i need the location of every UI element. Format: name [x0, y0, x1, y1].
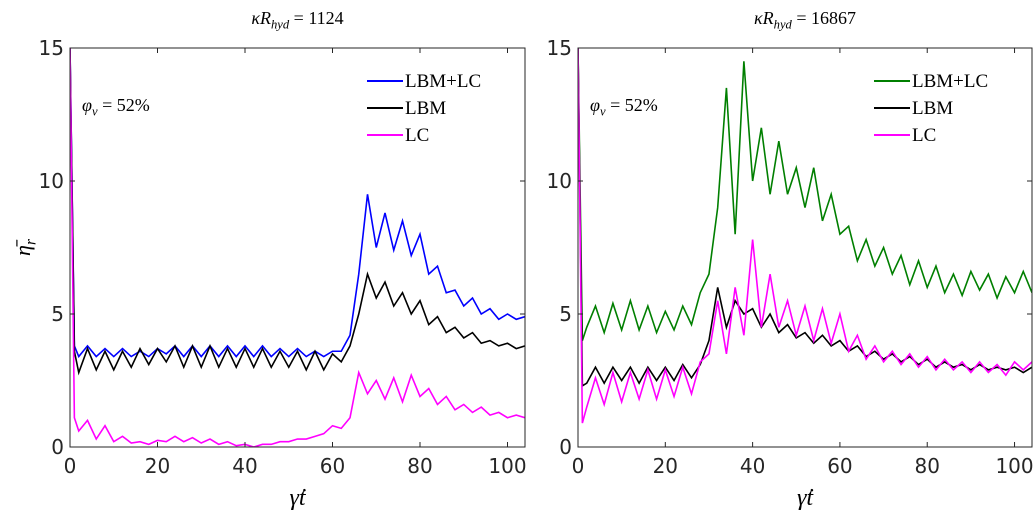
axes-box: [577, 47, 1033, 448]
y-tick-label: 5: [559, 302, 572, 326]
x-tick-label: 40: [740, 454, 765, 478]
legend-label: LBM+LC: [912, 71, 988, 92]
annotation: φv = 52%: [82, 95, 150, 119]
annotation-part: φ: [590, 95, 600, 115]
legend-label: LBM+LC: [405, 71, 481, 92]
chart-title: κRhyd = 1124: [251, 8, 343, 32]
y-tick-label: 15: [547, 36, 572, 60]
x-tick-label: 20: [145, 454, 170, 478]
x-axis-label: γ̇t: [797, 485, 814, 511]
chart-title-part: κR: [754, 8, 774, 28]
annotation-part: v: [92, 105, 98, 119]
annotation-part: v: [600, 105, 606, 119]
y-tick-label: 10: [547, 169, 572, 193]
legend-label: LC: [405, 125, 429, 146]
x-tick-label: 100: [488, 454, 526, 478]
annotation: φv = 52%: [590, 95, 658, 119]
x-axis-label: γ̇t: [289, 485, 306, 511]
x-tick-label: 100: [995, 454, 1033, 478]
x-tick-label: 80: [407, 454, 432, 478]
series-line: [70, 48, 525, 376]
chart-title: κRhyd = 16867: [754, 8, 856, 32]
y-tick-label: 15: [39, 36, 64, 60]
chart-title-part: κR: [251, 8, 271, 28]
series-line: [578, 48, 1032, 424]
x-tick-label: 0: [572, 454, 585, 478]
series-line: [578, 48, 1032, 388]
y-tick-label: 0: [559, 435, 572, 459]
chart-title-part: = 1124: [289, 8, 343, 28]
series-line: [70, 48, 525, 447]
x-tick-label: 0: [64, 454, 77, 478]
x-tick-label: 60: [827, 454, 852, 478]
annotation-part: φ: [82, 95, 92, 115]
chart-title-part: = 16867: [792, 8, 856, 28]
y-tick-label: 10: [39, 169, 64, 193]
annotation-part: = 52%: [606, 95, 658, 115]
y-axis-label-part: r: [23, 238, 40, 245]
x-tick-label: 40: [232, 454, 257, 478]
legend-label: LBM: [405, 98, 446, 119]
x-tick-label: 80: [915, 454, 940, 478]
chart-title-part: hyd: [774, 18, 793, 32]
y-tick-label: 5: [51, 302, 64, 326]
legend-label: LC: [912, 125, 936, 146]
axes-box: [69, 47, 526, 448]
annotation-part: = 52%: [98, 95, 150, 115]
series-line: [578, 48, 1032, 341]
chart-title-part: hyd: [271, 18, 290, 32]
y-tick-label: 0: [51, 435, 64, 459]
legend-label: LBM: [912, 98, 953, 119]
x-tick-label: 20: [653, 454, 678, 478]
x-tick-label: 60: [320, 454, 345, 478]
